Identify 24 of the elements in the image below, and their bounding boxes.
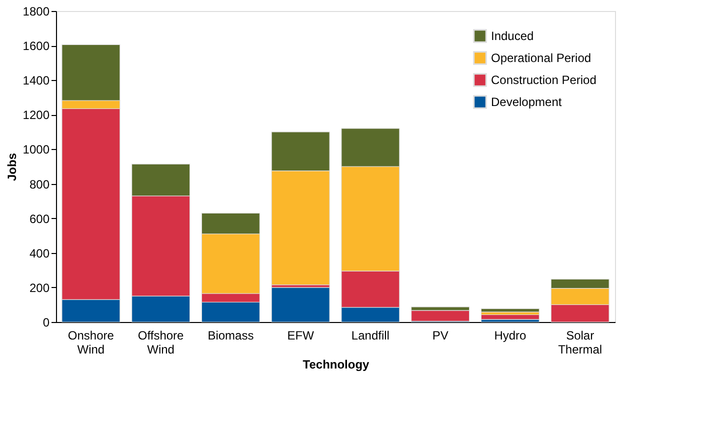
- y-tick-label: 1400: [22, 74, 50, 88]
- y-tick-label: 1600: [22, 39, 50, 54]
- x-axis-title: Technology: [302, 358, 370, 372]
- legend-label: Operational Period: [491, 51, 592, 65]
- x-tick-label: Landfill: [351, 328, 390, 342]
- legend-label: Construction Period: [491, 73, 596, 87]
- y-tick-label: 0: [42, 316, 50, 330]
- y-tick-label: 600: [29, 212, 50, 226]
- y-tick-label: 1800: [22, 4, 50, 18]
- x-tick-label: EFW: [287, 328, 315, 342]
- y-tick-label: 400: [29, 246, 50, 260]
- x-tick-label: Offshore Wind: [138, 328, 184, 356]
- y-tick-label: 1200: [22, 108, 50, 122]
- legend-label: Development: [491, 95, 562, 109]
- x-tick-label: PV: [432, 328, 448, 342]
- y-tick-label: 200: [29, 280, 50, 295]
- legend-label: Induced: [491, 29, 534, 43]
- x-tick-label: Biomass: [208, 328, 254, 342]
- y-axis-title: Jobs: [4, 152, 19, 182]
- x-tick-label: Hydro: [494, 328, 527, 342]
- x-tick-label: Solar Thermal: [558, 328, 602, 356]
- y-tick-label: 800: [29, 177, 50, 192]
- y-tick-label: 1000: [22, 142, 50, 157]
- x-tick-label: Onshore Wind: [68, 328, 114, 356]
